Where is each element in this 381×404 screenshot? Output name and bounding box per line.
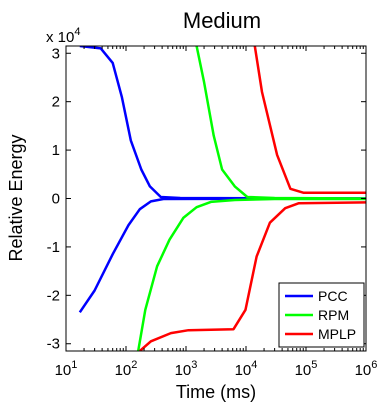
legend-label-pcc: PCC: [318, 288, 348, 304]
y-axis-label: Relative Energy: [6, 134, 26, 261]
series-pcc-line-2: [78, 197, 366, 314]
legend-label-mplp: MPLP: [318, 326, 356, 342]
ticks-layer: 101 102 103 104 105 106 3 2 1 0 -1 -2 -3: [47, 45, 378, 379]
y-tick-label: 1: [52, 142, 60, 159]
y-tick-label: 0: [52, 191, 60, 208]
x-tick-label: 104: [235, 359, 258, 379]
x-tick-label: 101: [55, 359, 78, 379]
y-tick-label: -2: [47, 287, 60, 304]
y-tick-label: -1: [47, 239, 60, 256]
x-tick-label: 105: [295, 359, 318, 379]
series-rpm-line-1: [195, 46, 366, 200]
chart-title: Medium: [183, 8, 261, 33]
series-mplp-line-1: [253, 46, 366, 194]
y-tick-label: 3: [52, 45, 60, 62]
series-layer: [78, 46, 366, 351]
x-tick-label: 103: [175, 359, 198, 379]
y-multiplier: x 104: [46, 26, 80, 46]
y-tick-label: 2: [52, 94, 60, 111]
series-pcc-line-1: [79, 46, 366, 200]
series-rpm-line-2: [136, 197, 366, 351]
x-axis-label: Time (ms): [176, 382, 256, 402]
series-mplp-line-2: [138, 201, 366, 351]
legend: PCC RPM MPLP: [278, 282, 365, 348]
legend-label-rpm: RPM: [318, 307, 349, 323]
x-tick-label: 106: [355, 359, 378, 379]
x-tick-label: 102: [115, 359, 138, 379]
y-tick-label: -3: [47, 336, 60, 353]
